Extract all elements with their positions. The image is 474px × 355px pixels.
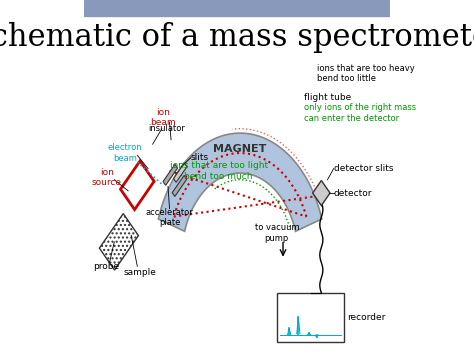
Text: ions that are too light
bend too much: ions that are too light bend too much — [170, 161, 268, 181]
Polygon shape — [158, 133, 322, 231]
Text: accelerator
plate: accelerator plate — [146, 208, 193, 227]
Text: to vacuum
pump: to vacuum pump — [255, 223, 299, 243]
Text: insulator: insulator — [148, 124, 185, 133]
Text: Schematic of a mass spectrometer: Schematic of a mass spectrometer — [0, 22, 474, 53]
Text: MAGNET: MAGNET — [213, 144, 267, 154]
Text: slits: slits — [191, 153, 209, 162]
Polygon shape — [163, 164, 178, 185]
Text: only ions of the right mass
can enter the detector: only ions of the right mass can enter th… — [304, 103, 417, 123]
Text: probe: probe — [93, 262, 120, 271]
Polygon shape — [173, 163, 187, 182]
Bar — [277, 293, 344, 342]
Polygon shape — [172, 175, 187, 196]
Text: ions that are too heavy
bend too little: ions that are too heavy bend too little — [317, 64, 414, 83]
Text: ion
source: ion source — [91, 168, 122, 187]
Polygon shape — [313, 180, 330, 206]
Text: electron
beam: electron beam — [108, 143, 142, 163]
Text: ion
beam: ion beam — [151, 108, 176, 127]
Bar — [83, 0, 391, 16]
Text: detector: detector — [334, 189, 372, 197]
Text: detector slits: detector slits — [334, 164, 393, 173]
Text: flight tube: flight tube — [304, 93, 352, 102]
Polygon shape — [120, 161, 154, 209]
Text: recorder: recorder — [347, 313, 386, 322]
Text: sample: sample — [124, 268, 157, 277]
Polygon shape — [100, 214, 138, 270]
